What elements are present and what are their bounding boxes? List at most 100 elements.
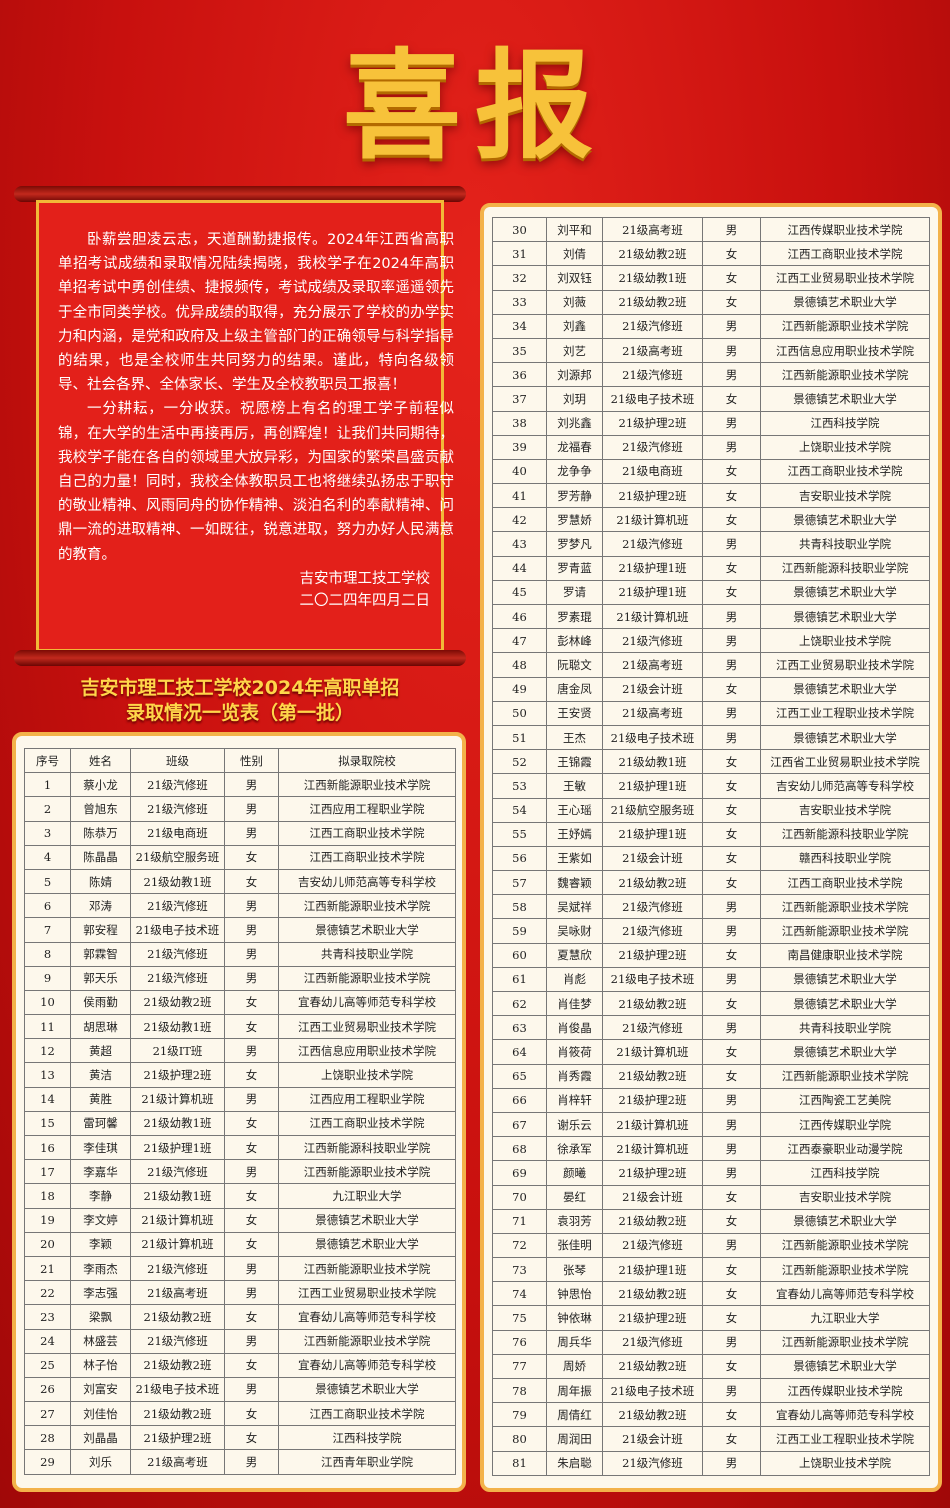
table-row: 10 侯雨勤 21级幼教2班女宜春幼儿高等师范专科学校 [24, 989, 456, 1016]
table-cell: 江西青年职业学院 [278, 1449, 456, 1475]
table-cell: 江西工业贸易职业技术学院 [760, 265, 930, 291]
table-cell: 共青科技职业学院 [760, 531, 930, 557]
table-row: 3 陈恭万 21级电商班男江西工商职业技术学院 [24, 820, 456, 846]
table-cell: 21级护理1班 [602, 579, 703, 606]
table-cell: 男 [702, 337, 761, 364]
table-row: 77 周娇 21级幼教2班女景德镇艺术职业大学 [492, 1353, 930, 1380]
table-cell: 周娇 [546, 1353, 603, 1380]
table-row: 47 彭林峰 21级汽修班男上饶职业技术学院 [492, 628, 930, 654]
table-cell: 女 [702, 990, 761, 1017]
table-cell: 女 [702, 241, 761, 267]
table-cell: 21级会计班 [602, 676, 703, 702]
table-cell: 江西省工业贸易职业技术学院 [760, 749, 930, 775]
table-cell: 4 [24, 844, 71, 870]
table-cell: 曾旭东 [70, 796, 131, 822]
table-cell: 刘乐 [70, 1449, 131, 1475]
table-cell: 罗慧娇 [546, 507, 603, 533]
table-cell: 男 [224, 941, 279, 967]
subtitle: 吉安市理工技工学校2024年高职单招 录取情况一览表（第一批） [14, 676, 466, 726]
table-row: 15 雷珂馨 21级幼教1班女江西工商职业技术学院 [24, 1110, 456, 1137]
table-row: 64 肖筱荷 21级计算机班女景德镇艺术职业大学 [492, 1039, 930, 1065]
table-cell: 16 [24, 1134, 71, 1161]
table-row: 2 曾旭东 21级汽修班男江西应用工程职业学院 [24, 796, 456, 822]
table-cell: 21级汽修班 [130, 796, 225, 822]
table-cell: 刘艺 [546, 337, 603, 364]
table-cell: 21级护理1班 [602, 821, 703, 847]
table-cell: 34 [492, 313, 547, 339]
table-cell: 72 [492, 1232, 547, 1259]
table-cell: 女 [702, 821, 761, 847]
table-cell: 21级计算机班 [602, 1136, 703, 1162]
table-cell: 景德镇艺术职业大学 [278, 1231, 456, 1257]
table-row: 54 王心瑶 21级航空服务班女吉安职业技术学院 [492, 797, 930, 823]
table-cell: 男 [702, 216, 761, 243]
table-cell: 黄胜 [70, 1086, 131, 1112]
table-row: 14 黄胜 21级计算机班男江西应用工程职业学院 [24, 1086, 456, 1112]
table-cell: 21级护理1班 [602, 773, 703, 799]
table-cell: 女 [702, 1039, 761, 1065]
table-row: 16 李佳琪 21级护理1班女江西新能源科技职业学院 [24, 1134, 456, 1161]
table-cell: 47 [492, 628, 547, 654]
table-cell: 龙福春 [546, 434, 603, 460]
table-cell: 男 [224, 917, 279, 943]
table-cell: 21级汽修班 [130, 941, 225, 967]
table-row: 42 罗慧娇 21级计算机班女景德镇艺术职业大学 [492, 507, 930, 533]
table-cell: 女 [224, 1014, 279, 1040]
table-cell: 吉安职业技术学院 [760, 1184, 930, 1210]
table-cell: 21级计算机班 [602, 507, 703, 533]
table-cell: 男 [702, 531, 761, 557]
table-cell: 21级护理1班 [602, 1257, 703, 1283]
table-cell: 21级会计班 [602, 1184, 703, 1210]
table-row: 74 钟思怡 21级幼教2班女宜春幼儿高等师范专科学校 [492, 1281, 930, 1307]
table-row: 80 周润田 21级会计班女江西工业工程职业技术学院 [492, 1426, 930, 1452]
table-row: 52 王锦霞 21级幼教1班女江西省工业贸易职业技术学院 [492, 749, 930, 775]
header-cell: 性别 [224, 747, 279, 774]
table-cell: 15 [24, 1110, 71, 1137]
table-cell: 21级幼教2班 [130, 1352, 225, 1378]
table-cell: 19 [24, 1207, 71, 1233]
table-row: 55 王妤嫣 21级护理1班女江西新能源科技职业学院 [492, 821, 930, 847]
table-cell: 女 [702, 1353, 761, 1380]
table-cell: 胡思琳 [70, 1014, 131, 1040]
table-cell: 景德镇艺术职业大学 [760, 289, 930, 315]
table-cell: 21级计算机班 [602, 1111, 703, 1138]
table-cell: 男 [702, 966, 761, 993]
table-cell: 侯雨勤 [70, 989, 131, 1016]
table-row: 17 李嘉华 21级汽修班男江西新能源职业技术学院 [24, 1159, 456, 1185]
table-cell: 男 [224, 1038, 279, 1064]
table-row: 13 黄洁 21级护理2班女上饶职业技术学院 [24, 1062, 456, 1088]
table-cell: 46 [492, 603, 547, 630]
table-cell: 42 [492, 507, 547, 533]
table-cell: 罗芳静 [546, 483, 603, 509]
table-cell: 九江职业大学 [760, 1305, 930, 1331]
table-cell: 26 [24, 1376, 71, 1403]
table-row: 29 刘乐 21级高考班男江西青年职业学院 [24, 1449, 456, 1475]
header-cell: 班级 [130, 747, 225, 774]
table-cell: 21级汽修班 [602, 1329, 703, 1355]
table-cell: 女 [702, 676, 761, 702]
table-row: 6 邓涛 21级汽修班男江西新能源职业技术学院 [24, 893, 456, 919]
table-cell: 王敏 [546, 773, 603, 799]
table-cell: 女 [224, 1183, 279, 1209]
table-cell: 女 [702, 942, 761, 968]
table-cell: 谢乐云 [546, 1111, 603, 1138]
table-cell: 21级幼教1班 [602, 265, 703, 291]
table-cell: 12 [24, 1038, 71, 1064]
table-cell: 肖筱荷 [546, 1039, 603, 1065]
table-row: 63 肖俊晶 21级汽修班男共青科技职业学院 [492, 1015, 930, 1041]
table-cell: 44 [492, 555, 547, 581]
table-cell: 70 [492, 1184, 547, 1210]
table-cell: 21级幼教2班 [602, 241, 703, 267]
table-cell: 林子怡 [70, 1352, 131, 1378]
table-cell: 女 [224, 844, 279, 870]
table-cell: 李雨杰 [70, 1255, 131, 1282]
table-cell: 21级电商班 [130, 820, 225, 846]
table-cell: 肖秀霞 [546, 1063, 603, 1089]
table-cell: 21级汽修班 [602, 1450, 703, 1476]
table-cell: 郭天乐 [70, 965, 131, 991]
table-cell: 18 [24, 1183, 71, 1209]
table-row: 79 周倩红 21级幼教2班女宜春幼儿高等师范专科学校 [492, 1402, 930, 1428]
table-cell: 赣西科技职业学院 [760, 845, 930, 872]
table-cell: 女 [224, 1062, 279, 1088]
table-cell: 刘源邦 [546, 362, 603, 388]
